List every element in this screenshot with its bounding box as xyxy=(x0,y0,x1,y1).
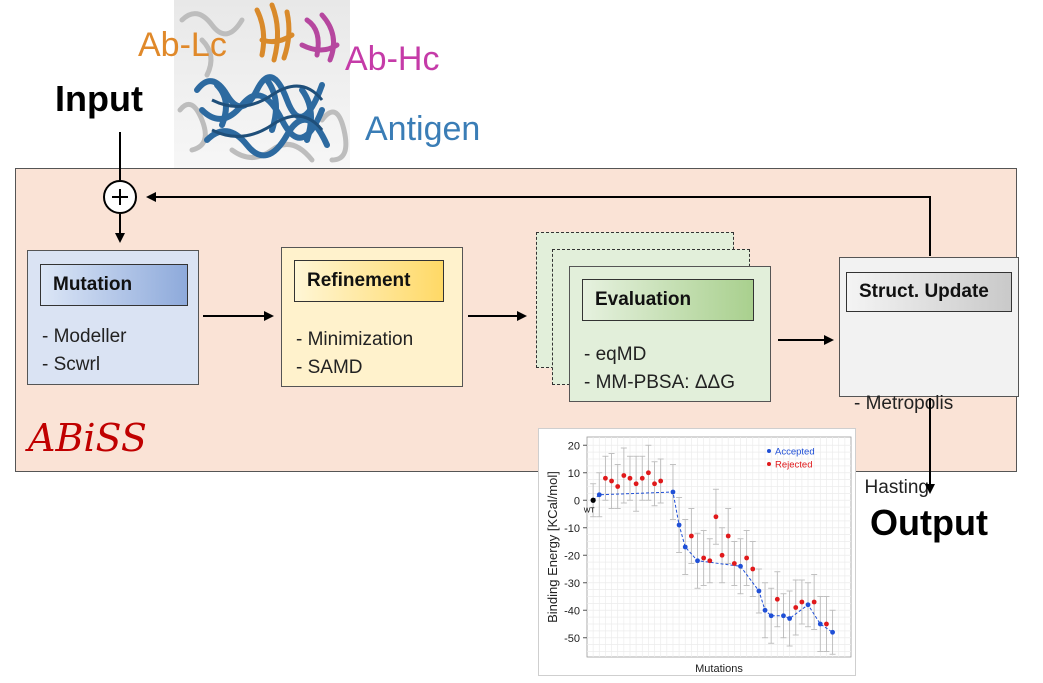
refinement-item-minimization: - Minimization xyxy=(296,329,414,350)
rejected-point xyxy=(688,533,694,539)
rejected-point xyxy=(603,475,608,481)
evaluation-item-mmpbsa: - MM-PBSA: ΔΔG xyxy=(584,372,735,393)
struct-update-box: Struct. Update - Metropolis Hasting xyxy=(839,257,1019,498)
legend-label-rejected: Rejected xyxy=(775,460,813,471)
accepted-point xyxy=(817,621,823,627)
rejected-point xyxy=(799,599,805,605)
evaluation-item-eqmd: - eqMD xyxy=(584,344,647,365)
mutation-title: Mutation xyxy=(40,264,188,306)
wt-annotation: WT xyxy=(584,507,596,514)
rejected-point xyxy=(824,621,829,627)
y-tick-label: 0 xyxy=(574,495,580,507)
ab-hc-label: Ab-Hc xyxy=(345,40,440,78)
evaluation-title: Evaluation xyxy=(582,279,754,321)
rejected-point xyxy=(645,470,651,476)
y-axis-label: Binding Energy [KCal/mol] xyxy=(545,471,560,623)
rejected-point xyxy=(707,558,713,564)
struct-update-title: Struct. Update xyxy=(846,272,1012,312)
mutation-item-modeller: - Modeller xyxy=(42,326,127,347)
y-tick-label: 10 xyxy=(568,468,580,480)
antigen-label: Antigen xyxy=(365,110,481,148)
rejected-point xyxy=(793,605,799,610)
rejected-point xyxy=(774,596,780,602)
refinement-item-samd: - SAMD xyxy=(296,357,363,378)
input-label: Input xyxy=(55,78,143,119)
rejected-point xyxy=(633,481,639,487)
struct-update-item-hasting: Hasting xyxy=(854,477,929,498)
rejected-point xyxy=(701,555,707,561)
y-tick-label: 20 xyxy=(568,440,580,452)
refinement-box: Refinement - Minimization - SAMD xyxy=(281,247,463,387)
accepted-point xyxy=(670,489,676,495)
ab-lc-label: Ab-Lc xyxy=(138,26,227,64)
rejected-point xyxy=(658,478,664,484)
accepted-point xyxy=(695,558,700,564)
y-tick-label: -20 xyxy=(564,550,580,562)
y-tick-label: -50 xyxy=(564,633,580,645)
accepted-point xyxy=(682,544,688,550)
rejected-point xyxy=(609,478,614,484)
rejected-point xyxy=(713,514,719,520)
accepted-point xyxy=(781,613,786,619)
rejected-point xyxy=(639,475,645,481)
accepted-point xyxy=(756,588,762,594)
rejected-point xyxy=(719,552,725,558)
y-tick-label: -40 xyxy=(564,605,580,617)
plus-circle-icon xyxy=(102,179,138,215)
protein-structure-image xyxy=(172,0,352,170)
plot-area xyxy=(586,436,852,658)
refinement-title: Refinement xyxy=(294,260,444,302)
rejected-point xyxy=(725,533,731,539)
rejected-point xyxy=(621,473,627,478)
wt-point xyxy=(590,497,596,503)
rejected-point xyxy=(652,481,657,487)
binding-energy-chart: 20 10 0 -10 -20 -30 -40 -50 Binding Energy [KCal… xyxy=(538,428,856,676)
legend-label-accepted: Accepted xyxy=(775,447,815,458)
legend-marker-rejected xyxy=(767,462,771,466)
mutation-item-scwrl: - Scwrl xyxy=(42,354,101,375)
y-tick-label: -30 xyxy=(564,578,580,590)
output-label: Output xyxy=(870,502,988,543)
accepted-point xyxy=(787,616,793,621)
accepted-point xyxy=(762,607,768,613)
accepted-point xyxy=(805,602,811,608)
evaluation-box: Evaluation - eqMD - MM-PBSA: ΔΔG xyxy=(569,266,771,402)
rejected-point xyxy=(731,561,737,566)
accepted-point xyxy=(738,563,743,569)
accepted-point xyxy=(676,522,682,528)
struct-update-item-metropolis: - Metropolis xyxy=(854,393,954,414)
rejected-point xyxy=(744,555,750,561)
x-axis-label: Mutations xyxy=(695,663,743,675)
rejected-point xyxy=(615,484,621,489)
accepted-point xyxy=(596,492,602,498)
legend-marker-accepted xyxy=(767,449,771,453)
y-tick-label: -10 xyxy=(564,523,580,535)
rejected-point xyxy=(627,475,633,481)
mutation-box: Mutation - Modeller - Scwrl xyxy=(27,250,199,385)
rejected-point xyxy=(811,599,817,605)
accepted-point xyxy=(830,629,835,635)
abiss-logo: ABiSS xyxy=(28,416,147,460)
accepted-point xyxy=(768,613,774,619)
rejected-point xyxy=(750,566,756,572)
